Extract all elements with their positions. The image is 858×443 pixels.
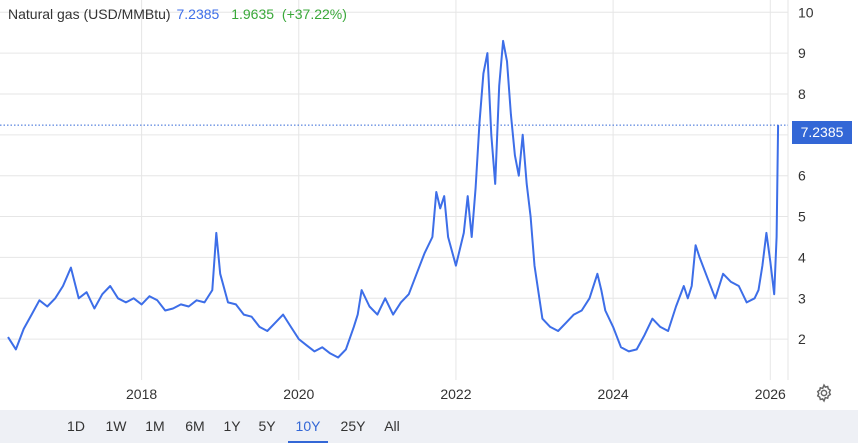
range-button-all[interactable]: All	[384, 418, 400, 434]
gear-icon[interactable]	[814, 383, 834, 403]
range-toolbar: 1D 1W 1M 6M 1Y 5Y 10Y 25Y All	[0, 410, 858, 443]
y-tick-label: 6	[798, 168, 806, 184]
range-button-1d[interactable]: 1D	[67, 418, 85, 434]
range-button-5y[interactable]: 5Y	[258, 418, 276, 434]
y-tick-label: 4	[798, 249, 806, 265]
range-button-25y[interactable]: 25Y	[340, 418, 366, 434]
vertical-gridlines	[141, 0, 771, 380]
y-axis-tick-labels: 2345678910	[798, 4, 814, 347]
legend-change-percent: (+37.22%)	[281, 6, 347, 22]
range-button-10y[interactable]: 10Y	[288, 410, 328, 443]
legend-change: 1.9635	[231, 6, 275, 22]
x-tick-label: 2022	[440, 386, 471, 402]
y-tick-label: 10	[798, 4, 814, 20]
legend: Natural gas (USD/MMBtu) 7.2385 1.9635 (+…	[8, 6, 347, 22]
x-axis-tick-labels: 2018 2020 2022 2024 2026	[126, 386, 786, 402]
x-tick-label: 2024	[598, 386, 629, 402]
current-price-tag: 7.2385	[792, 121, 852, 144]
y-tick-label: 8	[798, 86, 806, 102]
range-button-1w[interactable]: 1W	[105, 418, 127, 434]
horizontal-gridlines	[0, 11, 788, 340]
y-tick-label: 9	[798, 45, 806, 61]
y-tick-label: 2	[798, 331, 806, 347]
legend-price: 7.2385	[176, 6, 220, 22]
series-line-natural-gas	[7, 39, 780, 359]
range-button-6m[interactable]: 6M	[185, 418, 205, 434]
x-tick-label: 2018	[126, 386, 157, 402]
instrument-name: Natural gas (USD/MMBtu)	[8, 6, 171, 22]
x-tick-label: 2020	[283, 386, 314, 402]
range-button-1y[interactable]: 1Y	[223, 418, 241, 434]
range-button-1m[interactable]: 1M	[145, 418, 165, 434]
y-tick-label: 5	[798, 209, 806, 225]
y-tick-label: 3	[798, 290, 806, 306]
x-tick-label: 2026	[755, 386, 786, 402]
